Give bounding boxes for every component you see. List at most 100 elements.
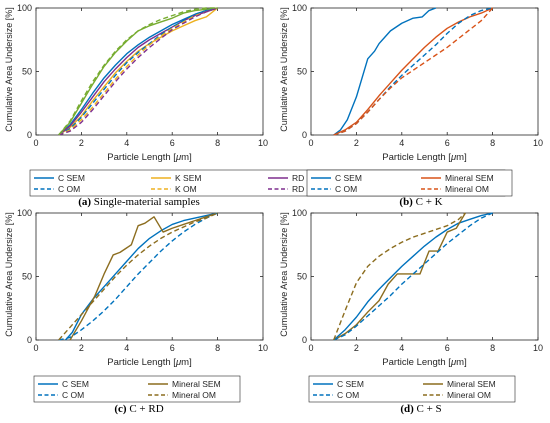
x-tick-label: 0 xyxy=(33,138,38,148)
panel-caption: (b) C + K xyxy=(399,196,442,208)
legend-label: Mineral OM xyxy=(172,390,216,400)
y-tick-label: 50 xyxy=(297,272,307,282)
y-tick-label: 50 xyxy=(297,67,307,77)
legend-label: Mineral OM xyxy=(447,390,491,400)
x-axis-label-unit-mu: μ xyxy=(175,357,182,368)
legend-label: C OM xyxy=(58,184,80,194)
x-tick-label: 10 xyxy=(258,343,268,353)
panel-caption-text: Single-material samples xyxy=(91,196,200,208)
series-line-mineral-sem xyxy=(69,212,218,341)
panel-caption-text: C + S xyxy=(414,403,442,415)
x-tick-label: 4 xyxy=(124,343,129,353)
legend-box xyxy=(306,169,513,197)
x-tick-label: 10 xyxy=(533,343,543,353)
x-axis-label: Particle Length [μm] xyxy=(382,152,466,163)
x-tick-label: 6 xyxy=(445,343,450,353)
x-axis-label-text: Particle Length [ xyxy=(382,357,451,368)
x-axis-label-text: Particle Length [ xyxy=(382,152,451,163)
y-axis-label: Cumulative Area Undersize [%] xyxy=(279,212,289,337)
legend-box xyxy=(33,375,241,403)
x-tick-label: 4 xyxy=(399,343,404,353)
series-line-mineral-om xyxy=(333,212,466,341)
legend-label: K SEM xyxy=(175,173,201,183)
y-tick-label: 100 xyxy=(292,208,307,218)
legend-label: C OM xyxy=(62,390,84,400)
panel-caption: (c) C + RD xyxy=(114,403,163,415)
panel-caption-tag: (d) xyxy=(400,403,414,415)
x-tick-label: 4 xyxy=(124,138,129,148)
plot-area xyxy=(310,7,539,136)
panel-caption: (a) Single-material samples xyxy=(78,196,200,208)
x-tick-label: 4 xyxy=(399,138,404,148)
panel-caption-tag: (c) xyxy=(114,403,127,415)
series-line-c-om xyxy=(333,7,493,136)
y-tick-label: 0 xyxy=(27,335,32,345)
series-line-k-om xyxy=(58,7,218,136)
panel-caption-tag: (b) xyxy=(399,196,413,208)
series-line-mineral-sem xyxy=(333,212,466,341)
y-tick-label: 100 xyxy=(17,3,32,13)
x-tick-label: 6 xyxy=(445,138,450,148)
panel-caption-tag: (a) xyxy=(78,196,91,208)
x-axis-label-unit-mu: μ xyxy=(175,152,182,163)
legend: C SEM Mineral SEM C OM Mineral OM xyxy=(308,375,516,403)
x-tick-label: 0 xyxy=(308,138,313,148)
legend-label: Mineral SEM xyxy=(172,379,221,389)
x-tick-label: 0 xyxy=(33,343,38,353)
series-line-c-om xyxy=(58,212,218,341)
x-tick-label: 10 xyxy=(533,138,543,148)
legend-label: RD OM xyxy=(292,184,320,194)
y-tick-label: 50 xyxy=(22,67,32,77)
series-line-s-om xyxy=(58,7,218,136)
legend: C SEM Mineral SEM C OM Mineral OM xyxy=(306,169,513,197)
x-axis-label-unit-rest: m] xyxy=(181,357,192,368)
legend: C SEM Mineral SEM C OM Mineral OM xyxy=(33,375,241,403)
series-line-k-sem xyxy=(58,7,219,136)
panel-caption-text: C + K xyxy=(413,196,443,208)
series-line-rd-om xyxy=(58,7,218,136)
legend-label: K OM xyxy=(175,184,197,194)
legend-box xyxy=(308,375,516,403)
legend-label: C SEM xyxy=(335,173,362,183)
x-tick-label: 2 xyxy=(79,343,84,353)
series-line-c-om xyxy=(58,7,218,136)
x-tick-label: 6 xyxy=(170,343,175,353)
x-tick-label: 8 xyxy=(490,343,495,353)
x-tick-label: 8 xyxy=(490,138,495,148)
x-tick-label: 2 xyxy=(354,138,359,148)
series-line-c-sem xyxy=(333,212,493,341)
y-axis-label: Cumulative Area Undersize [%] xyxy=(279,7,289,132)
legend-label: Mineral SEM xyxy=(445,173,494,183)
x-axis-label: Particle Length [μm] xyxy=(382,357,466,368)
x-axis-label-text: Particle Length [ xyxy=(107,152,176,163)
x-axis-label: Particle Length [μm] xyxy=(107,357,191,368)
y-tick-label: 0 xyxy=(302,335,307,345)
x-tick-label: 2 xyxy=(354,343,359,353)
x-tick-label: 6 xyxy=(170,138,175,148)
y-axis-label: Cumulative Area Undersize [%] xyxy=(4,212,14,337)
y-tick-label: 0 xyxy=(302,130,307,140)
y-axis-label: Cumulative Area Undersize [%] xyxy=(4,7,14,132)
y-tick-label: 50 xyxy=(22,272,32,282)
legend-label: Mineral OM xyxy=(445,184,489,194)
x-axis-label: Particle Length [μm] xyxy=(107,152,191,163)
series-line-c-sem xyxy=(333,7,437,136)
plot-area xyxy=(310,212,539,341)
x-axis-label-unit-rest: m] xyxy=(456,152,467,163)
series-line-mineral-om xyxy=(333,7,494,136)
x-axis-label-unit-mu: μ xyxy=(450,152,457,163)
series-line-mineral-om xyxy=(58,212,218,341)
legend-label: C SEM xyxy=(62,379,89,389)
x-tick-label: 0 xyxy=(308,343,313,353)
x-tick-label: 8 xyxy=(215,343,220,353)
y-tick-label: 100 xyxy=(17,208,32,218)
legend-label: C OM xyxy=(337,390,359,400)
x-axis-label-unit-rest: m] xyxy=(456,357,467,368)
y-tick-label: 0 xyxy=(27,130,32,140)
legend-label: C OM xyxy=(335,184,357,194)
x-axis-label-text: Particle Length [ xyxy=(107,357,176,368)
